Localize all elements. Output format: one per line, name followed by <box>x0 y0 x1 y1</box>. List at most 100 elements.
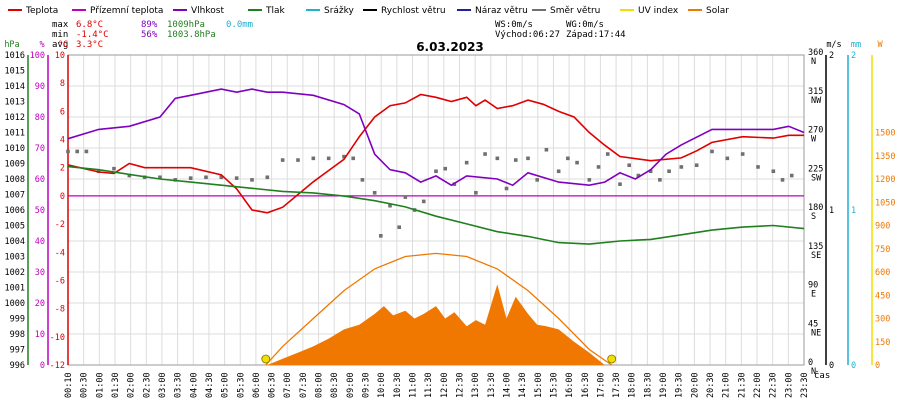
dir-compass: N <box>811 57 816 67</box>
hpa-tick: 997 <box>10 346 25 356</box>
x-tick: 11:00 <box>409 372 419 398</box>
x-tick: 09:00 <box>346 372 356 398</box>
max-temp: 6.8°C <box>76 20 103 30</box>
hpa-tick: 1007 <box>5 191 25 201</box>
x-tick: 01:00 <box>95 372 105 398</box>
direction-point <box>158 175 162 180</box>
direction-point <box>280 158 285 162</box>
series-teplota <box>67 93 804 214</box>
unit-pct: % <box>39 40 44 50</box>
direction-point <box>771 169 776 174</box>
x-tick: 20:00 <box>690 372 700 398</box>
w-tick: 1500 <box>875 129 895 139</box>
hpa-tick: 998 <box>10 330 25 340</box>
avg-label: avg <box>52 40 68 50</box>
direction-point <box>575 160 579 165</box>
degc-tick: 0 <box>60 192 65 202</box>
dir-tick: 270 <box>808 126 823 136</box>
hpa-tick: 1003 <box>5 253 25 263</box>
direction-point <box>756 165 760 169</box>
dir-compass: SW <box>811 173 822 183</box>
x-tick: 10:00 <box>377 372 387 398</box>
x-tick: 09:30 <box>362 372 372 398</box>
pct-tick: 100 <box>30 51 45 61</box>
pct-tick: 0 <box>40 361 45 371</box>
direction-point <box>474 190 478 195</box>
direction-point <box>636 173 641 178</box>
legend-label: Srážky <box>324 6 355 16</box>
pct-tick: 70 <box>35 144 45 154</box>
x-tick: 07:00 <box>283 372 293 398</box>
max-label: max <box>52 20 69 30</box>
ms-tick: 1 <box>829 206 834 216</box>
x-tick: 14:30 <box>518 372 528 398</box>
legend-label: Náraz větru <box>475 6 528 16</box>
hpa-tick: 1002 <box>5 268 25 278</box>
direction-point <box>526 156 530 161</box>
dir-tick: 315 <box>808 87 823 97</box>
direction-point <box>789 173 794 178</box>
legend-label: Přízemní teplota <box>90 6 163 16</box>
direction-point <box>605 152 610 156</box>
dir-tick: 135 <box>808 242 823 252</box>
x-tick: 05:00 <box>221 372 231 398</box>
unit-mm: mm <box>851 40 861 50</box>
mm-tick: 2 <box>851 51 856 61</box>
hpa-tick: 1016 <box>5 51 25 61</box>
unit-w: W <box>877 40 883 50</box>
dir-tick: 360 <box>808 48 823 58</box>
solar-area <box>267 284 605 365</box>
x-tick: 22:00 <box>753 372 763 398</box>
wind-info: WS:0m/s WG:0m/s Východ:06:27 Západ:17:44 <box>495 20 626 40</box>
x-tick: 03:00 <box>158 372 168 398</box>
mm-tick: 0 <box>851 361 856 371</box>
direction-point <box>587 178 592 182</box>
legend-label: Tlak <box>265 6 286 16</box>
w-tick: 1200 <box>875 175 895 185</box>
degc-tick: -6 <box>55 276 65 286</box>
ms-tick: 0 <box>829 361 834 371</box>
x-tick: 13:00 <box>471 372 481 398</box>
x-tick: 08:30 <box>330 372 340 398</box>
direction-point <box>75 149 79 154</box>
dir-compass: SE <box>811 251 821 261</box>
hpa-tick: 999 <box>10 315 25 325</box>
direction-point <box>694 163 699 168</box>
dir-compass: N <box>811 367 816 377</box>
w-tick: 600 <box>875 268 890 278</box>
unit-degc: °C <box>58 40 68 50</box>
direction-point <box>421 199 426 204</box>
dir-compass: W <box>811 135 817 145</box>
solar-clear-curve <box>265 252 613 366</box>
x-tick: 13:30 <box>487 372 497 398</box>
x-tick: 14:00 <box>502 372 512 398</box>
dir-compass: NE <box>811 328 821 338</box>
direction-point <box>403 195 408 199</box>
x-tick: 04:30 <box>205 372 215 398</box>
dir-tick: 45 <box>808 319 818 329</box>
direction-point <box>566 156 570 161</box>
legend-label: Solar <box>706 6 729 16</box>
wg-text: WG:0m/s <box>566 20 604 30</box>
sunset-text: Západ:17:44 <box>566 30 626 40</box>
direction-point <box>556 169 561 174</box>
x-tick: 02:00 <box>127 372 137 398</box>
legend-label: Směr větru <box>550 6 600 16</box>
x-tick: 07:30 <box>299 372 309 398</box>
x-tick: 11:30 <box>424 372 434 398</box>
x-tick: 20:30 <box>706 372 716 398</box>
direction-point <box>265 175 270 180</box>
direction-point <box>388 203 392 208</box>
max-press: 1009hPa <box>167 20 205 30</box>
x-axis-label: čas <box>814 370 830 381</box>
unit-hpa: hPa <box>4 40 19 50</box>
hpa-tick: 1006 <box>5 206 25 216</box>
direction-point <box>679 165 684 169</box>
min-temp: -1.4°C <box>76 30 109 40</box>
x-tick: 06:00 <box>252 372 262 398</box>
legend-label: Teplota <box>25 6 58 16</box>
direction-point <box>658 178 662 182</box>
hpa-tick: 1001 <box>5 284 25 294</box>
